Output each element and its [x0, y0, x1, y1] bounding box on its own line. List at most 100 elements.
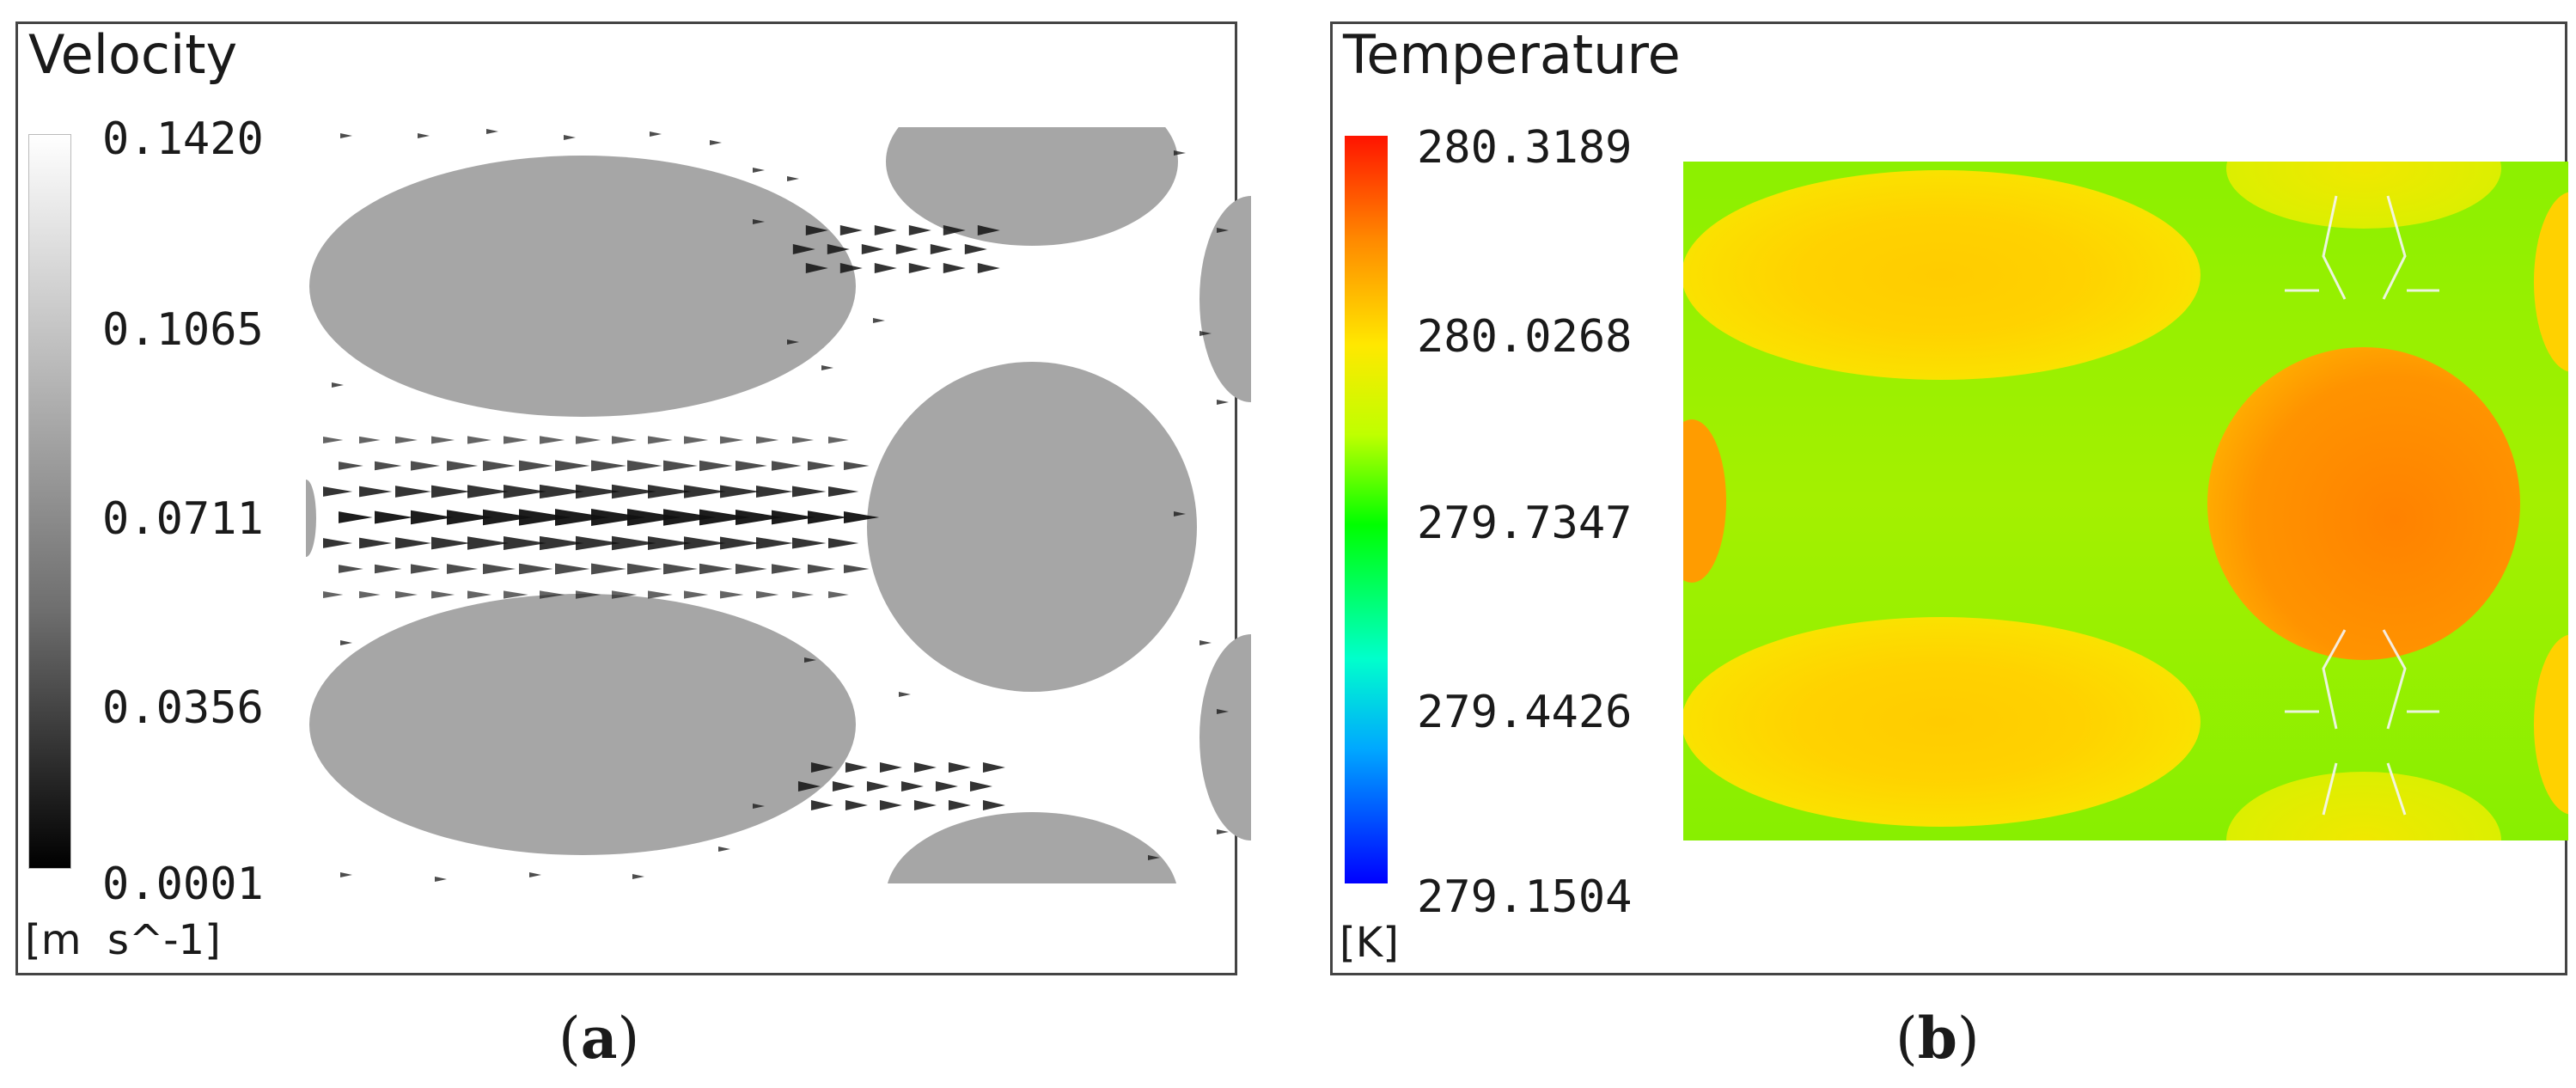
velocity-arrow: [684, 536, 726, 550]
velocity-arrow: [756, 536, 794, 550]
velocity-arrow: [828, 436, 849, 444]
temperature-title: Temperature: [1343, 23, 1681, 86]
circle-obstacle-bottom: [888, 812, 1176, 883]
velocity-arrow: [845, 800, 868, 810]
velocity-arrow: [792, 590, 815, 599]
velocity-arrow: [323, 486, 353, 497]
velocity-arrow: [340, 133, 352, 138]
velocity-arrow: [504, 536, 547, 550]
velocity-arrow: [710, 140, 722, 145]
velocity-arrow: [591, 460, 626, 472]
velocity-arrow: [375, 461, 402, 471]
velocity-arrow: [828, 590, 849, 599]
velocity-arrow: [663, 563, 698, 575]
velocity-arrow: [844, 461, 870, 471]
velocity-arrow: [395, 436, 418, 444]
velocity-arrow: [467, 536, 510, 550]
velocity-arrow: [555, 563, 590, 575]
panel-b-label: (b): [1895, 1005, 1980, 1072]
velocity-arrow: [1174, 150, 1186, 156]
velocity-arrow: [772, 461, 802, 471]
velocity-arrow: [1217, 400, 1229, 405]
velocity-arrow: [879, 800, 902, 810]
velocity-tick-4: 0.0356: [102, 682, 264, 734]
velocity-arrow: [359, 486, 393, 498]
velocity-arrow: [1174, 511, 1186, 516]
velocity-arrow: [648, 436, 673, 444]
velocity-arrow: [1148, 855, 1160, 860]
velocity-arrow: [948, 800, 971, 810]
velocity-arrow: [908, 263, 931, 273]
velocity-tick-min: 0.0001: [102, 859, 264, 910]
velocity-arrow: [845, 762, 868, 773]
velocity-arrow: [395, 537, 431, 549]
velocity-arrow: [977, 225, 1000, 235]
velocity-arrow: [964, 244, 987, 254]
velocity-arrow: [828, 486, 859, 498]
velocity-arrow: [612, 436, 638, 444]
velocity-arrow: [977, 263, 1000, 273]
velocity-arrow: [699, 460, 733, 472]
mesh-lines: [2285, 195, 2439, 816]
velocity-arrow: [612, 535, 656, 551]
velocity-arrow: [529, 872, 541, 877]
velocity-arrow: [844, 510, 880, 524]
velocity-arrow: [431, 590, 455, 599]
temp-circle-bottom: [2226, 772, 2501, 840]
velocity-arrow: [772, 564, 802, 574]
velocity-arrow: [540, 484, 584, 499]
velocity-arrow: [648, 484, 692, 499]
circle-obstacle-top: [886, 127, 1178, 246]
velocity-arrow: [895, 244, 919, 254]
velocity-arrow: [805, 225, 828, 235]
velocity-arrow: [555, 509, 609, 526]
velocity-arrow: [792, 486, 827, 498]
velocity-arrow: [467, 485, 510, 498]
circle-obstacle-right-top: [1199, 196, 1251, 402]
velocity-arrow: [720, 536, 760, 550]
velocity-arrow: [804, 657, 816, 663]
velocity-arrow: [431, 536, 471, 550]
velocity-field: [306, 127, 1251, 883]
velocity-arrow: [772, 510, 816, 525]
velocity-arrow: [935, 781, 958, 792]
velocity-arrow: [943, 263, 966, 273]
velocity-arrow: [540, 436, 565, 444]
temp-ellipse-top: [1683, 170, 2201, 380]
velocity-arrow: [756, 485, 794, 498]
velocity-arrow: [612, 484, 656, 499]
velocity-arrow: [411, 564, 440, 574]
circle-obstacle-center: [867, 362, 1197, 692]
temperature-tick-max: 280.3189: [1417, 122, 1633, 174]
velocity-arrow: [810, 762, 833, 773]
velocity-unit: [m s^-1]: [25, 916, 221, 964]
circle-obstacle-right-bottom: [1199, 634, 1251, 840]
velocity-arrow: [736, 461, 767, 471]
velocity-arrow: [982, 800, 1005, 810]
velocity-arrow: [340, 872, 352, 877]
temp-circle-top: [2226, 162, 2501, 229]
velocity-arrow: [844, 564, 870, 574]
velocity-arrow: [1199, 331, 1212, 336]
velocity-arrow: [908, 225, 931, 235]
velocity-arrow: [431, 485, 471, 498]
velocity-arrow: [839, 263, 863, 273]
velocity-arrow: [808, 564, 836, 574]
velocity-arrow: [736, 564, 767, 574]
velocity-arrow: [411, 461, 440, 471]
velocity-arrow: [684, 590, 709, 599]
panel-a-label: (a): [559, 1005, 640, 1072]
velocity-arrow: [699, 509, 751, 526]
velocity-arrow: [899, 692, 911, 697]
velocity-arrow: [339, 511, 373, 523]
velocity-arrow: [943, 225, 966, 235]
velocity-tick-3: 0.0711: [102, 493, 264, 545]
temperature-tick-2: 280.0268: [1417, 311, 1633, 363]
velocity-arrow: [839, 225, 863, 235]
velocity-panel: Velocity 0.1420 0.1065 0.0711 0.0356 0.0…: [15, 21, 1251, 975]
velocity-arrow: [435, 877, 447, 882]
velocity-arrow: [540, 535, 584, 551]
temp-obstacle-left-edge: [1683, 419, 1726, 583]
velocity-colorbar: [28, 134, 71, 869]
velocity-arrow: [632, 874, 644, 879]
